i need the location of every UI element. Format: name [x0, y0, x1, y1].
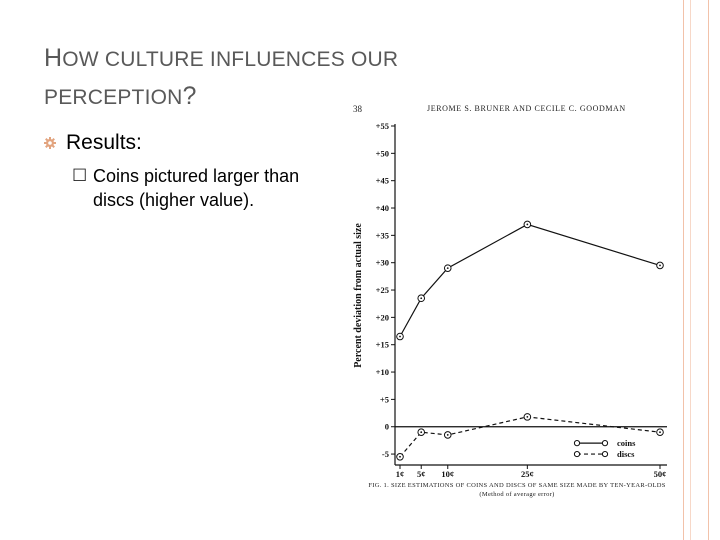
y-tick-label: +20 [376, 312, 389, 322]
series-line-coins [399, 223, 661, 337]
bullet-results-text: Results: [66, 131, 142, 154]
data-point-center-discs [399, 455, 401, 458]
y-tick-label: +15 [376, 340, 389, 350]
sub-bullet-coins-text: Coins pictured larger than discs (higher… [93, 166, 300, 210]
figure-caption-main: FIG. 1. SIZE ESTIMATIONS OF COINS AND DI… [368, 482, 666, 489]
data-point-center-coins [399, 335, 401, 338]
legend-marker-discs [601, 450, 609, 458]
y-tick-label: +40 [376, 203, 389, 213]
legend-marker-discs [573, 450, 581, 458]
figure-running-head: JEROME S. BRUNER AND CECILE C. GOODMAN [427, 104, 626, 113]
square-box-icon: ☐ [72, 166, 88, 185]
y-tick-label: +55 [376, 121, 389, 131]
data-point-center-coins [420, 297, 423, 300]
data-point-center-coins [526, 223, 529, 226]
sub-bullet-coins: ☐ Coins pictured larger than discs (high… [54, 164, 314, 212]
data-point-center-discs [420, 431, 423, 434]
y-tick-label: +50 [376, 148, 389, 158]
title-question-mark: ? [182, 82, 197, 110]
x-tick-label: 10¢ [441, 469, 454, 478]
bullet-list: Results: ☐ Coins pictured larger than di… [44, 128, 314, 212]
title-line-1: HOW CULTURE INFLUENCES OUR [44, 40, 484, 78]
title-initial: H [44, 44, 63, 72]
gear-icon [44, 137, 56, 149]
x-tick-label: 1¢ [396, 469, 405, 478]
legend-marker-coins [601, 440, 609, 447]
data-point-center-discs [446, 434, 449, 436]
y-tick-label: +35 [376, 230, 389, 240]
data-point-center-coins [659, 264, 661, 267]
x-tick-label: 5¢ [417, 469, 426, 478]
figure-caption-sub: (Method of average error) [479, 491, 555, 498]
data-point-center-discs [526, 415, 529, 418]
bullet-results: Results: [44, 128, 314, 158]
y-tick-label: +10 [376, 367, 389, 377]
figure-caption: FIG. 1. SIZE ESTIMATIONS OF COINS AND DI… [367, 481, 667, 499]
decorative-border [683, 0, 709, 540]
y-tick-label: +45 [376, 176, 389, 186]
y-tick-label: +5 [380, 394, 389, 404]
slide-title: HOW CULTURE INFLUENCES OUR PERCEPTION? [44, 40, 484, 116]
chart-figure: 38 JEROME S. BRUNER AND CECILE C. GOODMA… [345, 98, 690, 502]
x-tick-label: 50¢ [654, 469, 667, 478]
y-axis-label: Percent deviation from actual size [353, 223, 364, 368]
y-tick-label: +30 [376, 258, 389, 268]
legend-label-discs: discs [617, 449, 635, 459]
legend-marker-coins [573, 440, 581, 447]
data-point-center-discs [659, 431, 661, 434]
data-point-center-coins [446, 267, 449, 270]
title-rest: OW CULTURE INFLUENCES OUR [62, 48, 399, 71]
figure-page-number: 38 [353, 104, 362, 114]
y-tick-label: -5 [382, 449, 389, 459]
y-tick-label: +25 [376, 285, 389, 295]
title-line-2: PERCEPTION? [44, 78, 484, 116]
y-tick-label: 0 [385, 422, 389, 432]
decorative-border-line [690, 0, 691, 540]
x-tick-label: 25¢ [521, 469, 534, 478]
title-word: PERCEPTION [44, 86, 183, 109]
chart-svg: +55+50+45+40+35+30+25+20+15+10+50-5Perce… [353, 121, 667, 478]
legend-label-coins: coins [617, 438, 636, 448]
